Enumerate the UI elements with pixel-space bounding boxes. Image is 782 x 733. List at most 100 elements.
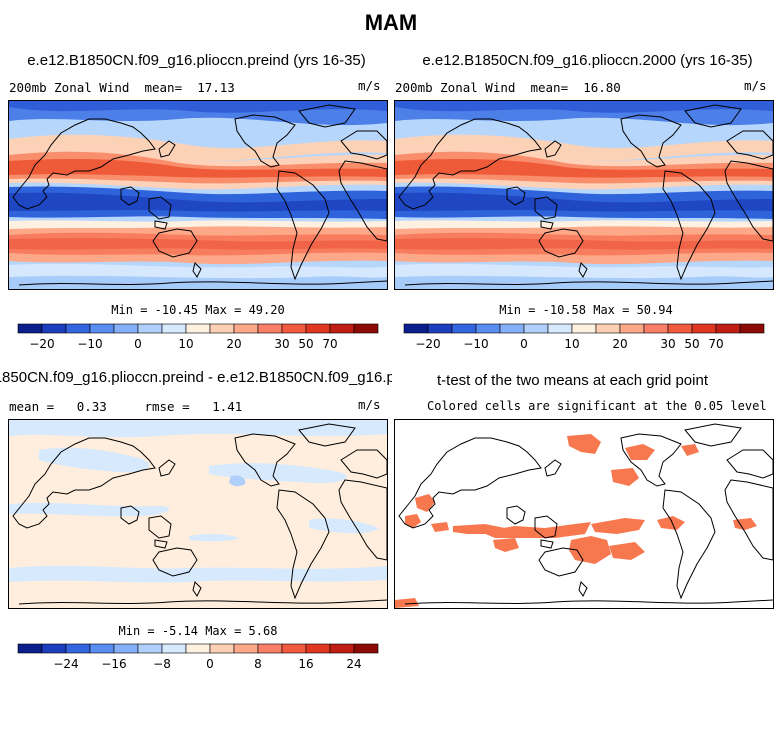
colorbar-tick-label: 8 <box>254 657 262 671</box>
colorbar-tick-label: −16 <box>101 657 126 671</box>
colorbar-swatch <box>65 643 91 654</box>
colorbar-swatch <box>547 323 573 334</box>
colorbar-swatch <box>691 323 717 334</box>
panel1-variable-label: 200mb Zonal Wind mean= 17.13 <box>9 80 235 95</box>
colorbar-swatch <box>499 323 525 334</box>
panel2-subtitle: 200mb Zonal Wind <box>395 80 516 95</box>
panel4-subtitle: Colored cells are significant at the 0.0… <box>427 399 767 413</box>
colorbar-swatch <box>161 323 187 334</box>
colorbar-tick-label: −10 <box>463 337 488 351</box>
colorbar-swatch <box>89 323 115 334</box>
panel2-mean-label: mean= <box>530 80 569 95</box>
panel3-stats: mean = 0.33 rmse = 1.41 <box>9 399 242 414</box>
panel2-title: e.e12.B1850CN.f09_g16.plioccn.2000 (yrs … <box>422 52 753 69</box>
colorbar-swatch <box>185 323 211 334</box>
colorbar-tick-label: 0 <box>134 337 142 351</box>
colorbar-swatch <box>65 323 91 334</box>
colorbar-tick-label: 30 <box>274 337 289 351</box>
figure-title: MAM <box>364 10 418 35</box>
colorbar-tick-label: −10 <box>77 337 102 351</box>
panel3-mean-label: mean = <box>9 399 55 414</box>
colorbar-tick-label: 16 <box>298 657 313 671</box>
colorbar-tick-label: 70 <box>322 337 337 351</box>
colorbar-swatch <box>17 323 43 334</box>
panel2-colorbar: −20 −10 0 10 20 30 50 70 <box>403 323 765 351</box>
colorbar-tick-label: 50 <box>684 337 699 351</box>
panel1-subtitle: 200mb Zonal Wind <box>9 80 130 95</box>
colorbar-tick-label: −20 <box>29 337 54 351</box>
colorbar-swatch <box>257 323 283 334</box>
panel3-min-max: Min = -5.14 Max = 5.68 <box>118 624 278 638</box>
panel3-rmse-label: rmse = <box>144 399 190 414</box>
panel1-units: m/s <box>358 78 381 93</box>
colorbar-tick-label: 0 <box>520 337 528 351</box>
panel2-mean-value: 16.80 <box>583 80 621 95</box>
colorbar-tick-label: 50 <box>298 337 313 351</box>
colorbar-tick-label: 10 <box>564 337 579 351</box>
colorbar-swatch <box>475 323 501 334</box>
panel4-title: t-test of the two means at each grid poi… <box>437 372 708 389</box>
panel4-significant-cells <box>395 434 757 608</box>
colorbar-swatch <box>89 643 115 654</box>
colorbar-swatch <box>403 323 429 334</box>
colorbar-swatch <box>619 323 645 334</box>
colorbar-swatch <box>595 323 621 334</box>
panel3-colorbar: −24 −16 −8 0 8 16 24 <box>17 643 379 671</box>
colorbar-swatch <box>161 643 187 654</box>
colorbar-swatch <box>427 323 453 334</box>
colorbar-tick-label: 30 <box>660 337 675 351</box>
panel1-title: e.e12.B1850CN.f09_g16.plioccn.preind (yr… <box>27 52 366 69</box>
colorbar-swatch <box>715 323 741 334</box>
colorbar-swatch <box>523 323 549 334</box>
colorbar-swatch <box>233 323 259 334</box>
colorbar-swatch <box>113 323 139 334</box>
colorbar-swatch <box>353 643 379 654</box>
colorbar-swatch <box>17 643 43 654</box>
colorbar-swatch <box>667 323 693 334</box>
colorbar-tick-label: 20 <box>612 337 627 351</box>
colorbar-swatch <box>739 323 765 334</box>
colorbar-tick-label: 20 <box>226 337 241 351</box>
colorbar-swatch <box>41 643 67 654</box>
panel3-units: m/s <box>358 397 381 412</box>
colorbar-tick-label: −8 <box>153 657 171 671</box>
colorbar-swatch <box>233 643 259 654</box>
colorbar-swatch <box>257 643 283 654</box>
panel4-map <box>394 419 774 609</box>
colorbar-swatch <box>281 643 307 654</box>
colorbar-swatch <box>305 643 331 654</box>
colorbar-swatch <box>571 323 597 334</box>
colorbar-tick-label: 70 <box>708 337 723 351</box>
panel2-min-max: Min = -10.58 Max = 50.94 <box>499 303 673 317</box>
colorbar-swatch <box>209 323 235 334</box>
colorbar-swatch <box>329 323 355 334</box>
colorbar-tick-label: −24 <box>53 657 78 671</box>
colorbar-tick-label: 0 <box>206 657 214 671</box>
colorbar-swatch <box>113 643 139 654</box>
panel3-rmse-value: 1.41 <box>212 399 243 414</box>
panel1-min-max: Min = -10.45 Max = 49.20 <box>111 303 285 317</box>
colorbar-swatch <box>185 643 211 654</box>
panel3-title: e.e12.B1850CN.f09_g16.plioccn.preind - e… <box>0 369 392 386</box>
colorbar-swatch <box>451 323 477 334</box>
colorbar-swatch <box>643 323 669 334</box>
panel3-mean-value: 0.33 <box>76 399 107 414</box>
colorbar-swatch <box>41 323 67 334</box>
colorbar-swatch <box>353 323 379 334</box>
colorbar-tick-label: 24 <box>346 657 361 671</box>
panel1-mean-value: 17.13 <box>197 80 235 95</box>
panel3-title-clip: e.e12.B1850CN.f09_g16.plioccn.preind - e… <box>0 369 392 391</box>
colorbar-swatch <box>209 643 235 654</box>
panel1-mean-label: mean= <box>144 80 183 95</box>
colorbar-tick-label: 10 <box>178 337 193 351</box>
panel1-map <box>8 100 388 290</box>
panel3-map <box>8 419 388 609</box>
colorbar-swatch <box>329 643 355 654</box>
panel2-map <box>394 100 774 290</box>
panel2-variable-label: 200mb Zonal Wind mean= 16.80 <box>395 80 621 95</box>
colorbar-swatch <box>305 323 331 334</box>
colorbar-tick-label: −20 <box>415 337 440 351</box>
colorbar-swatch <box>281 323 307 334</box>
colorbar-swatch <box>137 323 163 334</box>
colorbar-swatch <box>137 643 163 654</box>
